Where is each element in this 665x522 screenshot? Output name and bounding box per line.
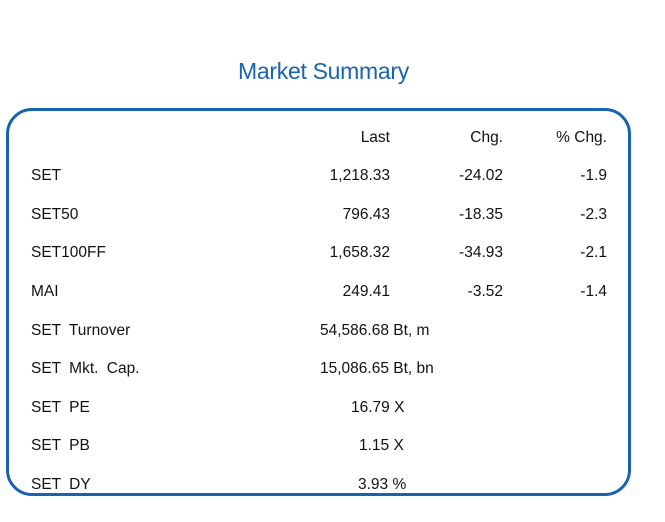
table-row-set-mkt-cap: SET Mkt. Cap. 15,086.65 Bt, bn (0, 358, 665, 380)
index-name: MAI (31, 283, 59, 300)
table-row-set-pb: SET PB 1.15 X (0, 435, 665, 457)
page-title: Market Summary (238, 58, 409, 84)
stat-value: 54,586.68 Bt, m (320, 322, 430, 339)
index-last: 1,218.33 (329, 167, 390, 184)
stat-name: SET Mkt. Cap. (31, 360, 140, 377)
index-name: SET100FF (31, 244, 106, 261)
table-row-set100ff: SET100FF 1,658.32 -34.93 -2.1 (0, 242, 665, 264)
table-header: Last Chg. % Chg. (0, 127, 665, 149)
index-pct-chg: -2.3 (580, 206, 607, 223)
column-header-chg: Chg. (470, 129, 503, 146)
table-row-set-pe: SET PE 16.79 X (0, 397, 665, 419)
table-row-set: SET 1,218.33 -24.02 -1.9 (0, 165, 665, 187)
column-header-last: Last (360, 129, 390, 146)
index-chg: -24.02 (459, 167, 503, 184)
table-row-mai: MAI 249.41 -3.52 -1.4 (0, 281, 665, 303)
stat-name: SET Turnover (31, 322, 131, 339)
index-last: 796.43 (342, 206, 390, 223)
index-chg: -34.93 (459, 244, 503, 261)
index-name: SET50 (31, 206, 79, 223)
index-last: 249.41 (342, 283, 390, 300)
table-row-set-turnover: SET Turnover 54,586.68 Bt, m (0, 320, 665, 342)
stat-name: SET PE (31, 399, 90, 416)
column-header-pct-chg: % Chg. (556, 129, 607, 146)
index-chg: -18.35 (459, 206, 503, 223)
table-row-set-dy: SET DY 3.93 % (0, 474, 665, 496)
index-last: 1,658.32 (329, 244, 390, 261)
table-row-set50: SET50 796.43 -18.35 -2.3 (0, 204, 665, 226)
index-pct-chg: -2.1 (580, 244, 607, 261)
index-pct-chg: -1.9 (580, 167, 607, 184)
stat-value: 15,086.65 Bt, bn (320, 360, 434, 377)
index-pct-chg: -1.4 (580, 283, 607, 300)
index-chg: -3.52 (467, 283, 503, 300)
market-summary-panel (6, 108, 631, 496)
index-name: SET (31, 167, 62, 184)
stat-value: 16.79 X (351, 399, 405, 416)
stat-name: SET DY (31, 476, 91, 493)
stat-value: 1.15 X (359, 437, 404, 454)
stat-name: SET PB (31, 437, 90, 454)
stat-value: 3.93 % (358, 476, 407, 493)
